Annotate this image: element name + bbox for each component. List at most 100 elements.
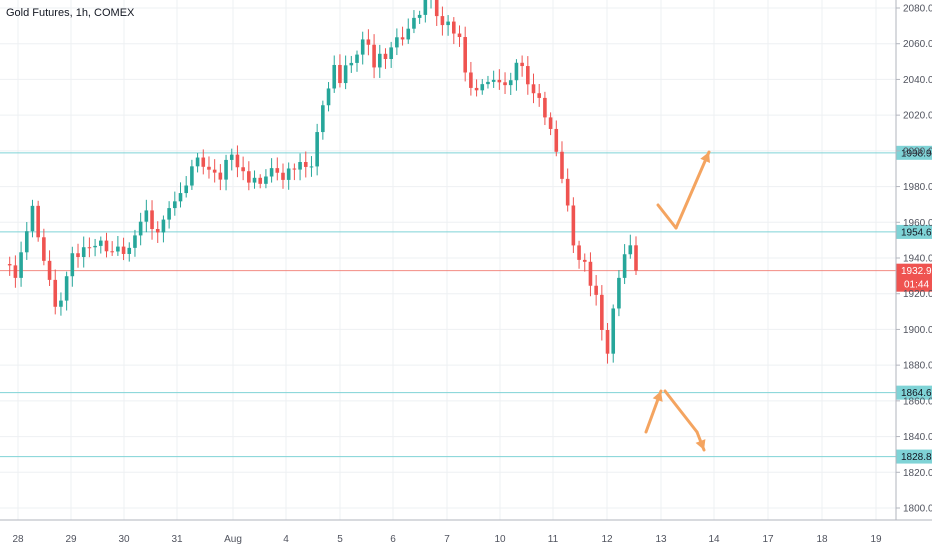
candle-body [469, 72, 473, 88]
candle-body [275, 168, 280, 173]
level-price-label: 1998.9 [901, 148, 932, 159]
candle-body [241, 167, 245, 172]
candle-body [395, 37, 399, 48]
candle-body [81, 247, 86, 258]
candle-body [269, 168, 274, 177]
x-tick-label: 11 [548, 534, 559, 545]
candle-body [548, 117, 553, 129]
candle-body [298, 162, 302, 170]
y-tick-label: 1920.0 [903, 289, 932, 300]
candle-body [400, 37, 405, 40]
x-tick-label: 17 [762, 534, 774, 545]
candle-body [303, 162, 308, 167]
candle-body [173, 201, 177, 209]
x-tick-label: 4 [283, 534, 289, 545]
y-tick-label: 1880.0 [903, 361, 932, 372]
y-tick-label: 2040.0 [903, 75, 932, 86]
countdown-label: 01:44 [904, 280, 929, 291]
x-tick-label: 19 [870, 534, 882, 545]
x-tick-label: 12 [601, 534, 613, 545]
candle-body [377, 53, 382, 68]
arrow-down-short [656, 203, 678, 230]
x-tick-label: Aug [224, 534, 242, 545]
arrow-up-long [674, 150, 711, 230]
candle-body [116, 246, 120, 252]
candle-body [161, 219, 166, 233]
candle-body [93, 245, 97, 248]
y-tick-label: 1860.0 [903, 396, 932, 407]
candle-body [452, 21, 456, 34]
candle-body [594, 285, 598, 295]
arrow-up-long-head [700, 152, 710, 163]
candle-body [520, 62, 524, 67]
candle-body [224, 159, 228, 180]
candle-body [383, 53, 388, 59]
candle-body [201, 157, 206, 167]
candle-body [503, 82, 507, 86]
level-price-label: 1954.6 [901, 227, 932, 238]
candle-body [59, 300, 63, 307]
candle-body [235, 154, 240, 168]
candle-body [463, 37, 467, 73]
arrow-down-long [663, 389, 699, 434]
candle-body [24, 231, 29, 253]
level-price-tag [896, 449, 932, 464]
candle-body [622, 254, 627, 278]
candle-body [133, 235, 137, 248]
x-tick-label: 13 [655, 534, 667, 545]
candle-body [349, 62, 354, 66]
candle-body [53, 279, 58, 307]
candle-body [121, 246, 126, 254]
candle-body [611, 308, 616, 354]
candle-body [406, 28, 411, 40]
y-tick-label: 1960.0 [903, 218, 932, 229]
candle-body [292, 168, 297, 170]
level-price-tag [896, 224, 932, 239]
candle-body [588, 261, 593, 286]
candle-body [497, 79, 502, 83]
candle-body [19, 252, 23, 278]
candle-body [184, 185, 188, 194]
candle-body [42, 237, 46, 261]
x-tick-label: 30 [118, 534, 130, 545]
level-price-tag [896, 145, 932, 160]
candle-body [167, 208, 171, 220]
candle-body [486, 81, 490, 85]
candle-body [605, 330, 610, 354]
candle-body [7, 264, 12, 266]
candle-body [372, 44, 376, 68]
current-price-tag [896, 263, 932, 292]
x-tick-label: 29 [65, 534, 77, 545]
x-tick-label: 18 [816, 534, 828, 545]
arrow-up-short-head [652, 391, 663, 402]
candle-body [355, 54, 359, 63]
candle-body [582, 259, 587, 262]
y-tick-label: 1840.0 [903, 432, 932, 443]
candle-body [190, 166, 194, 186]
candle-body [207, 166, 211, 170]
candle-body [514, 62, 519, 81]
y-tick-label: 1820.0 [903, 468, 932, 479]
chart-title: Gold Futures, 1h, COMEX [6, 7, 135, 19]
candle-body [247, 171, 251, 183]
level-price-label: 1864.6 [901, 388, 932, 399]
candle-body [543, 97, 547, 118]
candle-body [537, 93, 542, 98]
horizontal-levels: 1998.9 1954.6 1864.6 1828.8 1932.9 01:44 [0, 145, 932, 464]
candle-body [309, 166, 314, 168]
y-tick-label: 1900.0 [903, 325, 932, 336]
candle-body [315, 132, 319, 167]
level-price-tag [896, 385, 932, 400]
candle-body [195, 157, 200, 167]
level-price-label: 1828.8 [901, 452, 932, 463]
x-tick-label: 28 [12, 534, 24, 545]
candle-body [457, 33, 462, 38]
candle-body [634, 245, 638, 271]
candle-body [98, 240, 103, 246]
candle-body [218, 172, 223, 180]
candle-body [150, 210, 154, 229]
candle-body [531, 84, 536, 94]
x-tick-label: 6 [390, 534, 396, 545]
